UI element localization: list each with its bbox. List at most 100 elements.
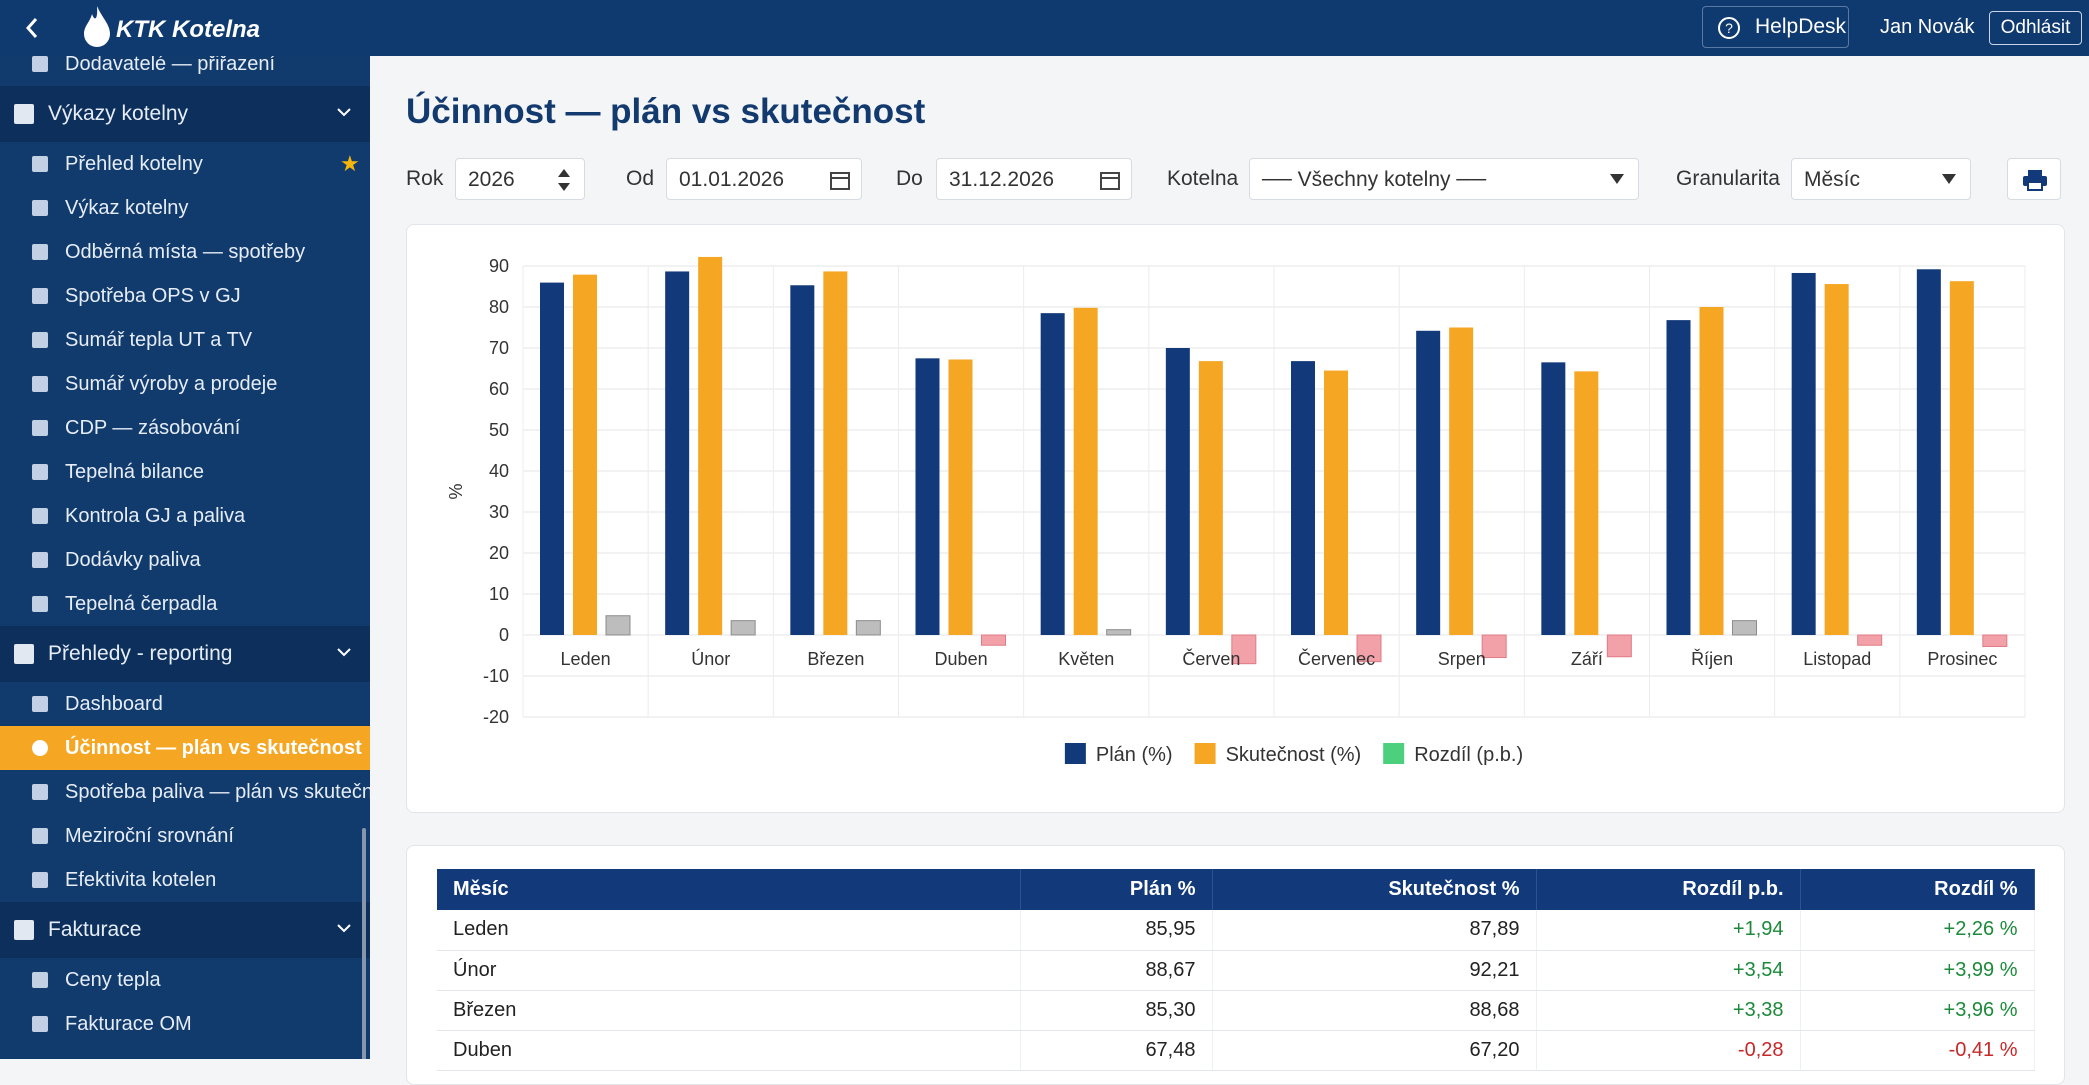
sidebar-item[interactable]: Sumář výroby a prodeje xyxy=(0,362,370,406)
menu-label: Efektivita kotelen xyxy=(65,869,217,891)
sidebar-item[interactable]: Fakturace OM xyxy=(0,1002,370,1046)
sidebar: Dodavatelé — přiřazení Výkazy kotelny Přeh… xyxy=(0,56,370,1059)
table-row: Duben 67,48 67,20 -0,28 -0,41 % xyxy=(437,1030,2035,1071)
sidebar-item[interactable]: Kontrola GJ a paliva xyxy=(0,494,370,538)
from-input[interactable]: 01.01.2026 xyxy=(666,158,862,200)
menu-icon xyxy=(32,376,48,392)
sidebar-item[interactable]: Spotřeba OPS v GJ xyxy=(0,274,370,318)
boiler-value: ── Všechny kotelny ── xyxy=(1262,168,1487,191)
print-button[interactable] xyxy=(2007,158,2061,200)
sidebar-section[interactable]: Přehledy - reporting xyxy=(0,626,370,682)
sidebar-item[interactable]: CDP — zásobování xyxy=(0,406,370,450)
sidebar-item[interactable]: Sumář tepla UT a TV xyxy=(0,318,370,362)
menu-icon xyxy=(32,872,48,888)
sidebar-section[interactable]: Výkazy kotelny xyxy=(0,86,370,142)
table-cell: -0,28 xyxy=(1536,1030,1801,1071)
sidebar-item[interactable]: Tepelná bilance xyxy=(0,450,370,494)
table-row: Únor 88,67 92,21 +3,54 +3,99 % xyxy=(437,950,2035,991)
column-header: Skutečnost % xyxy=(1212,869,1537,910)
table-cell: 87,89 xyxy=(1212,910,1537,951)
year-input[interactable]: 2026 xyxy=(455,158,585,200)
menu-label: Přehled kotelny xyxy=(65,153,203,175)
helpdesk-button[interactable]: ? HelpDesk xyxy=(1702,6,1849,48)
sidebar-item[interactable]: Přehled kotelny ★ xyxy=(0,142,370,186)
sidebar-item[interactable]: Dashboard xyxy=(0,682,370,726)
chevron xyxy=(337,924,351,933)
menu-label: CDP — zásobování xyxy=(65,417,241,439)
table-cell: 85,95 xyxy=(1020,910,1213,951)
table-cell: 67,48 xyxy=(1020,1030,1213,1071)
app-name: KTK Kotelna xyxy=(116,16,260,43)
menu-label: Dashboard xyxy=(65,693,163,715)
sidebar-item[interactable]: Meziroční srovnání xyxy=(0,814,370,858)
logout-button[interactable]: Odhlásit xyxy=(1989,11,2082,45)
chevron-line xyxy=(337,924,351,933)
page-title: Účinnost — plán vs skutečnost xyxy=(406,92,926,131)
menu-label: Přehledy - reporting xyxy=(48,642,233,665)
table-cell: +3,99 % xyxy=(1800,950,2035,991)
menu-icon xyxy=(32,288,48,304)
boiler-label: Kotelna xyxy=(1167,167,1239,190)
helpdesk-label: HelpDesk xyxy=(1755,15,1847,38)
sidebar-list: Dodavatelé — přiřazení Výkazy kotelny Přeh… xyxy=(0,56,370,1046)
sidebar-section[interactable]: Fakturace xyxy=(0,902,370,958)
menu-icon xyxy=(32,244,48,260)
menu-label: Dodávky paliva xyxy=(65,549,201,571)
menu-icon xyxy=(32,596,48,612)
granularity-select[interactable]: Měsíc xyxy=(1791,158,1971,200)
menu-icon xyxy=(32,972,48,988)
menu-icon xyxy=(32,508,48,524)
menu-label: Spotřeba paliva — plán vs skutečnost xyxy=(65,781,370,803)
menu-icon xyxy=(14,644,34,664)
menu-icon xyxy=(32,784,48,800)
sidebar-item[interactable]: Účinnost — plán vs skutečnost xyxy=(0,726,370,770)
menu-icon xyxy=(32,1016,48,1032)
sidebar-item[interactable]: Efektivita kotelen xyxy=(0,858,370,902)
menu-label: Tepelná čerpadla xyxy=(65,593,218,615)
star-icon: ★ xyxy=(340,151,360,176)
year-label: Rok xyxy=(406,167,444,190)
chart-card xyxy=(406,224,2065,813)
table-cell: 67,20 xyxy=(1212,1030,1537,1071)
data-table: Měsíc Plán % Skutečnost % Rozdíl p.b. Rozdíl… xyxy=(437,869,2035,1071)
menu-label: Ceny tepla xyxy=(65,969,161,991)
sidebar-item[interactable]: Ceny tepla xyxy=(0,958,370,1002)
chevron-line xyxy=(337,648,351,657)
back-button[interactable] xyxy=(22,14,42,42)
from-label: Od xyxy=(626,167,655,190)
table-cell: 88,67 xyxy=(1020,950,1213,991)
table-row: Leden 85,95 87,89 +1,94 +2,26 % xyxy=(437,910,2035,951)
table-cell: Duben xyxy=(437,1030,1021,1071)
menu-label: Tepelná bilance xyxy=(65,461,204,483)
menu-icon xyxy=(32,696,48,712)
table-cell: +3,38 xyxy=(1536,990,1801,1031)
menu-icon xyxy=(32,552,48,568)
table-cell: 85,30 xyxy=(1020,990,1213,1031)
chevron xyxy=(337,108,351,117)
column-header: Rozdíl p.b. xyxy=(1536,869,1801,910)
sidebar-item[interactable]: Dodavatelé — přiřazení xyxy=(0,56,370,86)
menu-label: Odběrná místa — spotřeby xyxy=(65,241,306,263)
menu-icon xyxy=(14,920,34,940)
menu-icon xyxy=(32,828,48,844)
table-row: Březen 85,30 88,68 +3,38 +3,96 % xyxy=(437,990,2035,1031)
sidebar-item[interactable]: Výkaz kotelny xyxy=(0,186,370,230)
table-cell: -0,41 % xyxy=(1800,1030,2035,1071)
boiler-select[interactable]: ── Všechny kotelny ── xyxy=(1249,158,1639,200)
menu-label: Účinnost — plán vs skutečnost xyxy=(65,737,362,759)
table-cell: +2,26 % xyxy=(1800,910,2035,951)
sidebar-item[interactable]: Spotřeba paliva — plán vs skutečnost xyxy=(0,770,370,814)
sidebar-item[interactable]: Odběrná místa — spotřeby xyxy=(0,230,370,274)
table-cell: Březen xyxy=(437,990,1021,1031)
chevron xyxy=(337,648,351,657)
menu-icon xyxy=(32,464,48,480)
to-input[interactable]: 31.12.2026 xyxy=(936,158,1132,200)
to-value: 31.12.2026 xyxy=(949,168,1055,191)
sidebar-item[interactable]: Dodávky paliva xyxy=(0,538,370,582)
granularity-value: Měsíc xyxy=(1804,168,1861,191)
menu-icon xyxy=(32,420,48,436)
sidebar-item[interactable]: Tepelná čerpadla xyxy=(0,582,370,626)
menu-label: Dodavatelé — přiřazení xyxy=(65,56,276,75)
menu-icon xyxy=(32,740,48,756)
